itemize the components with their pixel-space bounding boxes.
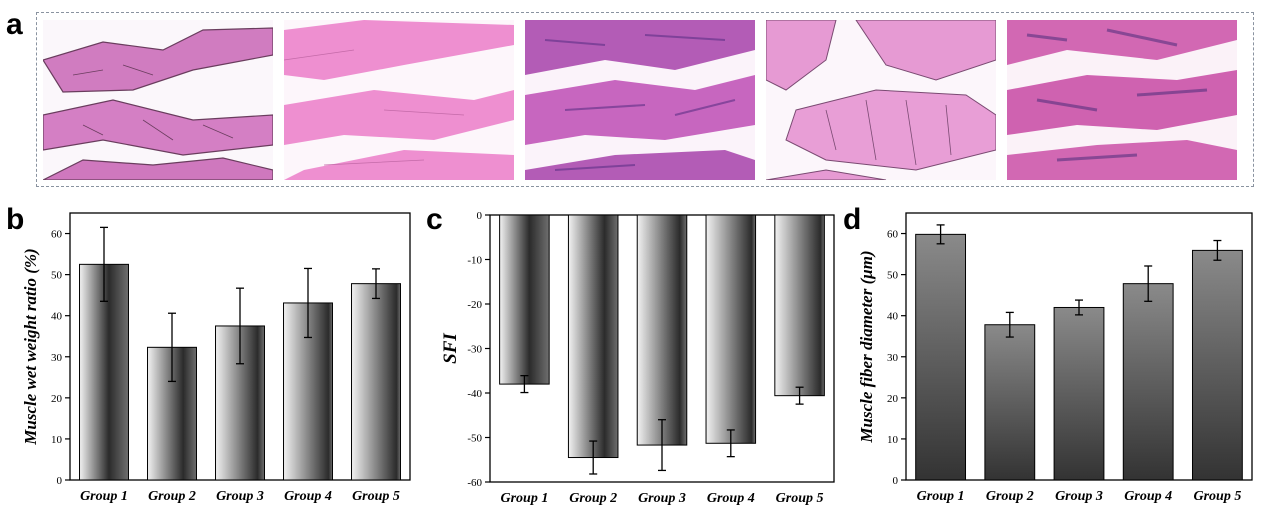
chart-muscle-wet-weight: 0 10 20 30 40 50 60 Group 1 Group 2 Group 3 Group … bbox=[21, 212, 411, 504]
y-tick-label: 30 bbox=[51, 352, 63, 364]
y-tick-label: 0 bbox=[893, 475, 899, 487]
y-tick-label: 60 bbox=[51, 229, 63, 241]
y-tick-label: -30 bbox=[467, 344, 482, 356]
bar-group-3 bbox=[636, 214, 688, 446]
error-bar-group-1 bbox=[520, 374, 529, 394]
bar-group-2 bbox=[984, 324, 1036, 481]
x-tick-label: Group 2 bbox=[148, 489, 196, 504]
bar-group-5 bbox=[1191, 249, 1243, 481]
x-tick-label: Group 4 bbox=[284, 489, 332, 504]
error-bar-group-1 bbox=[936, 224, 945, 245]
bar-group-1 bbox=[915, 233, 967, 481]
x-tick-label: Group 4 bbox=[1124, 489, 1172, 504]
y-axis-label: SFI bbox=[440, 333, 461, 364]
y-tick-label: 50 bbox=[51, 270, 63, 282]
error-bar-group-3 bbox=[658, 419, 666, 472]
bar-group-5 bbox=[351, 283, 401, 481]
micrograph-group-4 bbox=[766, 20, 996, 180]
y-tick-label: 10 bbox=[51, 434, 63, 446]
y-tick-label: 50 bbox=[887, 270, 899, 282]
error-bar-group-3 bbox=[1075, 299, 1083, 316]
panel-label-b: b bbox=[6, 203, 25, 236]
error-bar-group-4 bbox=[726, 429, 735, 458]
error-bar-group-2 bbox=[1005, 311, 1014, 338]
y-tick-label: -50 bbox=[467, 433, 482, 445]
y-tick-label: -40 bbox=[467, 388, 482, 400]
x-tick-label: Group 5 bbox=[776, 491, 824, 506]
x-tick-label: Group 1 bbox=[917, 489, 965, 504]
y-tick-label: 40 bbox=[887, 311, 899, 323]
x-tick-label: Group 4 bbox=[707, 491, 755, 506]
x-tick-label: Group 2 bbox=[986, 489, 1034, 504]
panel-label-a: a bbox=[6, 8, 23, 41]
error-bar-group-2 bbox=[589, 440, 598, 475]
bar-group-3 bbox=[1053, 306, 1105, 481]
x-tick-label: Group 3 bbox=[216, 489, 264, 504]
y-tick-label: 30 bbox=[887, 352, 899, 364]
bar-group-4 bbox=[1122, 283, 1174, 481]
y-tick-label: -20 bbox=[467, 299, 482, 311]
y-tick-label: -60 bbox=[467, 477, 482, 489]
x-tick-label: Group 2 bbox=[569, 491, 617, 506]
x-tick-label: Group 1 bbox=[80, 489, 128, 504]
error-bar-group-2 bbox=[168, 312, 176, 383]
chart-muscle-fiber-diameter: 0 10 20 30 40 50 60 Group 1 Group 2 Group 3 Group … bbox=[857, 212, 1253, 504]
y-axis-label: Muscle wet weight ratio (%) bbox=[21, 248, 40, 445]
x-tick-label: Group 5 bbox=[1193, 489, 1241, 504]
panel-label-d: d bbox=[843, 203, 862, 236]
error-bar-group-5 bbox=[795, 386, 804, 405]
micrograph-strip bbox=[36, 12, 1254, 187]
error-bar-group-5 bbox=[1213, 239, 1222, 261]
y-tick-label: 0 bbox=[477, 210, 483, 222]
micrograph-group-3 bbox=[525, 20, 755, 180]
y-tick-label: 60 bbox=[887, 229, 899, 241]
y-tick-label: 20 bbox=[887, 393, 899, 405]
micrograph-group-1 bbox=[43, 20, 273, 180]
error-bar-group-1 bbox=[100, 226, 108, 302]
bar-group-5 bbox=[774, 214, 825, 397]
y-tick-label: 0 bbox=[57, 475, 63, 487]
error-bar-group-4 bbox=[304, 267, 312, 339]
y-tick-label: -10 bbox=[467, 255, 482, 267]
x-tick-label: Group 1 bbox=[500, 491, 548, 506]
x-tick-label: Group 3 bbox=[638, 491, 686, 506]
error-bar-group-4 bbox=[1144, 265, 1153, 302]
micrograph-group-5 bbox=[1007, 20, 1237, 180]
bar-group-4 bbox=[705, 214, 757, 444]
x-tick-label: Group 3 bbox=[1055, 489, 1103, 504]
x-tick-label: Group 5 bbox=[352, 489, 400, 504]
error-bar-group-5 bbox=[372, 268, 380, 300]
bar-group-2 bbox=[567, 214, 619, 459]
chart-sfi: 0 -10 -20 -30 -40 -50 -60 Group 1 Group 2 Group 3… bbox=[440, 210, 835, 506]
panel-label-c: c bbox=[426, 203, 443, 236]
bar-group-1 bbox=[499, 214, 550, 385]
y-axis-label: Muscle fiber diameter (μm) bbox=[857, 250, 876, 443]
y-tick-label: 20 bbox=[51, 393, 63, 405]
y-tick-label: 10 bbox=[887, 434, 899, 446]
error-bar-group-3 bbox=[236, 287, 244, 365]
y-tick-label: 40 bbox=[51, 311, 63, 323]
micrograph-group-2 bbox=[284, 20, 514, 180]
